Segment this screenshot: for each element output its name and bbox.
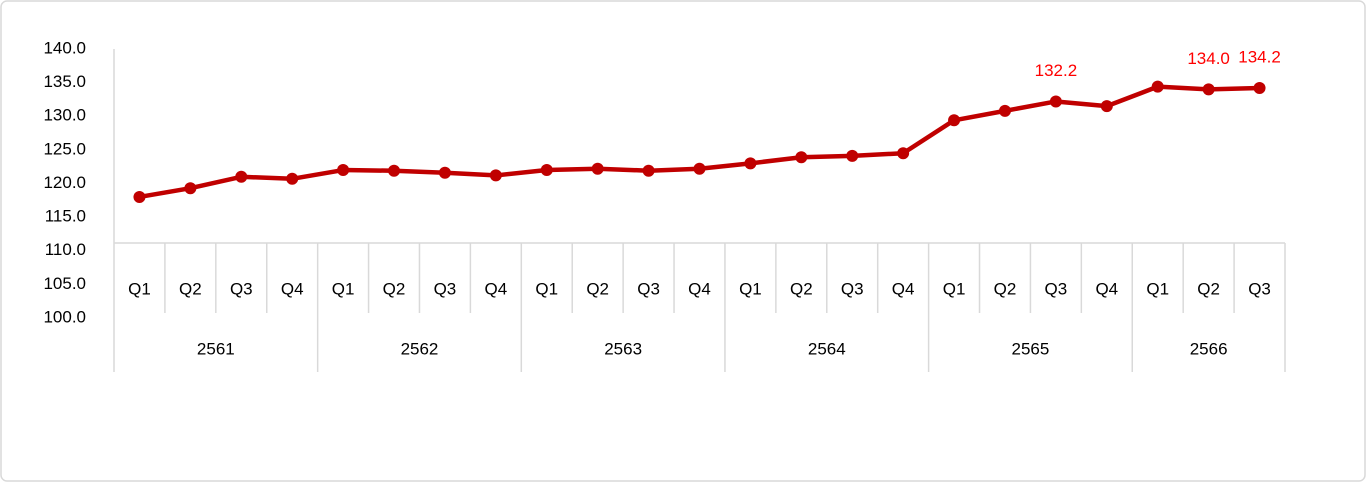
data-point xyxy=(1049,95,1062,108)
data-point xyxy=(591,162,604,175)
data-label: 134.2 xyxy=(1238,47,1281,66)
y-tick-label: 120.0 xyxy=(43,173,86,192)
x-tick-label: Q2 xyxy=(790,279,813,298)
y-tick-label: 125.0 xyxy=(43,139,86,158)
x-tick-label: Q1 xyxy=(739,279,762,298)
x-tick-label: Q3 xyxy=(1248,279,1271,298)
x-tick-label: Q4 xyxy=(281,279,304,298)
x-tick-label: Q3 xyxy=(637,279,660,298)
x-tick-label: Q3 xyxy=(1045,279,1068,298)
data-point xyxy=(948,114,961,127)
data-point xyxy=(744,157,757,170)
data-point xyxy=(693,162,706,175)
data-point xyxy=(133,190,146,203)
data-label: 134.0 xyxy=(1187,49,1230,68)
x-tick-label: Q4 xyxy=(688,279,711,298)
x-tick-label: Q2 xyxy=(1197,279,1220,298)
x-tick-label: Q3 xyxy=(434,279,457,298)
y-tick-label: 130.0 xyxy=(43,106,86,125)
x-tick-label: Q4 xyxy=(892,279,915,298)
group-label: 2564 xyxy=(808,339,846,358)
data-point xyxy=(1151,80,1164,93)
x-tick-label: Q1 xyxy=(535,279,558,298)
y-tick-label: 140.0 xyxy=(43,38,86,57)
data-point xyxy=(388,164,401,177)
data-point xyxy=(846,149,859,162)
data-point xyxy=(897,147,910,160)
x-tick-label: Q1 xyxy=(1146,279,1169,298)
data-point xyxy=(489,169,502,182)
group-label: 2565 xyxy=(1012,339,1050,358)
x-tick-label: Q1 xyxy=(332,279,355,298)
x-tick-label: Q3 xyxy=(841,279,864,298)
x-tick-label: Q1 xyxy=(943,279,966,298)
data-point xyxy=(286,172,299,185)
data-point xyxy=(1100,100,1113,113)
data-point xyxy=(1253,82,1266,95)
data-point xyxy=(540,164,553,177)
y-tick-label: 110.0 xyxy=(45,240,86,259)
x-tick-label: Q2 xyxy=(179,279,202,298)
data-point xyxy=(438,166,451,179)
data-point xyxy=(998,104,1011,117)
x-tick-label: Q2 xyxy=(383,279,406,298)
x-tick-label: Q3 xyxy=(230,279,253,298)
y-tick-label: 105.0 xyxy=(43,274,86,293)
y-tick-label: 115.0 xyxy=(45,207,86,226)
group-label: 2562 xyxy=(401,339,439,358)
data-point xyxy=(642,164,655,177)
data-point xyxy=(795,151,808,164)
group-label: 2561 xyxy=(197,339,235,358)
group-label: 2566 xyxy=(1190,339,1228,358)
x-tick-label: Q4 xyxy=(1095,279,1118,298)
x-tick-label: Q4 xyxy=(485,279,508,298)
data-point xyxy=(235,170,248,183)
x-tick-label: Q1 xyxy=(128,279,151,298)
data-point xyxy=(337,164,350,177)
x-tick-label: Q2 xyxy=(586,279,609,298)
data-label: 132.2 xyxy=(1035,61,1078,80)
x-tick-label: Q2 xyxy=(994,279,1017,298)
y-tick-label: 100.0 xyxy=(43,307,86,326)
group-label: 2563 xyxy=(604,339,642,358)
y-tick-label: 135.0 xyxy=(43,72,86,91)
data-point xyxy=(184,182,197,195)
data-point xyxy=(1202,83,1215,96)
